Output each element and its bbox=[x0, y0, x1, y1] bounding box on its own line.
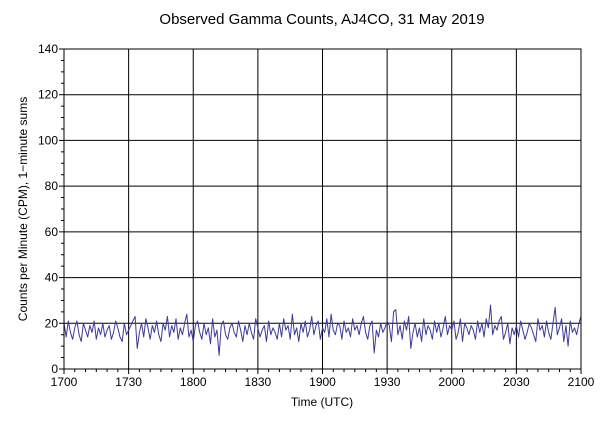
grid-lines bbox=[63, 48, 582, 370]
x-tick-labels: 1700 1730 1800 1830 1900 1930 2000 2030 2100 bbox=[51, 375, 595, 389]
y-tick-label: 140 bbox=[38, 42, 58, 56]
y-axis-label: Counts per Minute (CPM), 1−minute sums bbox=[16, 97, 30, 321]
y-tick-label: 0 bbox=[51, 362, 58, 376]
y-tick-label: 80 bbox=[45, 179, 59, 193]
x-tick-label: 1700 bbox=[51, 375, 78, 389]
y-tick-label: 20 bbox=[45, 316, 59, 330]
x-tick-label: 1730 bbox=[115, 375, 142, 389]
plot-frame bbox=[63, 48, 582, 370]
y-tick-label: 100 bbox=[38, 133, 58, 147]
x-tick-label: 1800 bbox=[180, 375, 207, 389]
y-tick-labels: 0 20 40 60 80 100 120 140 bbox=[38, 42, 58, 376]
x-axis-label: Time (UTC) bbox=[291, 395, 353, 409]
y-tick-label: 60 bbox=[45, 225, 59, 239]
y-tick-label: 120 bbox=[38, 88, 58, 102]
x-tick-label: 1930 bbox=[374, 375, 401, 389]
x-tick-label: 2000 bbox=[438, 375, 465, 389]
x-tick-label: 2030 bbox=[503, 375, 530, 389]
x-tick-label: 1830 bbox=[245, 375, 272, 389]
y-tick-label: 40 bbox=[45, 271, 59, 285]
x-tick-label: 2100 bbox=[568, 375, 595, 389]
chart-title: Observed Gamma Counts, AJ4CO, 31 May 201… bbox=[159, 11, 484, 28]
x-tick-label: 1900 bbox=[309, 375, 336, 389]
